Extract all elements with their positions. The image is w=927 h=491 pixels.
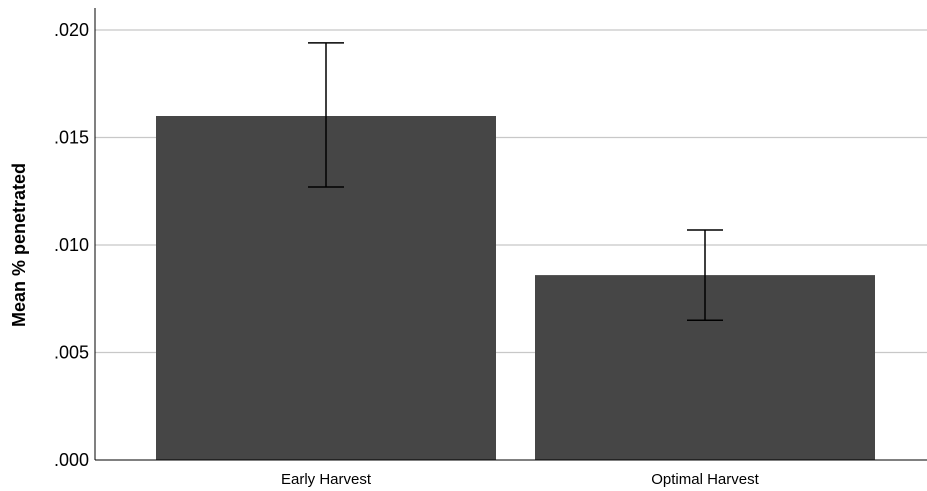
y-axis-title: Mean % penetrated [9, 163, 29, 327]
y-tick-label: .010 [54, 235, 89, 255]
x-tick-label: Early Harvest [281, 471, 372, 488]
y-tick-label: .000 [54, 450, 89, 470]
error-bar-optimal-harvest [687, 229, 723, 321]
y-tick-label: .020 [54, 20, 89, 40]
error-bar-early-harvest [308, 42, 344, 188]
axes [94, 8, 927, 461]
x-tick-labels: Early Harvest Optimal Harvest [281, 471, 760, 488]
bars [156, 116, 875, 460]
y-tick-labels: .000 .005 .010 .015 .020 [54, 20, 89, 470]
x-tick-label: Optimal Harvest [651, 471, 759, 488]
y-tick-label: .015 [54, 128, 89, 148]
error-bars [308, 42, 723, 321]
y-tick-label: .005 [54, 343, 89, 363]
